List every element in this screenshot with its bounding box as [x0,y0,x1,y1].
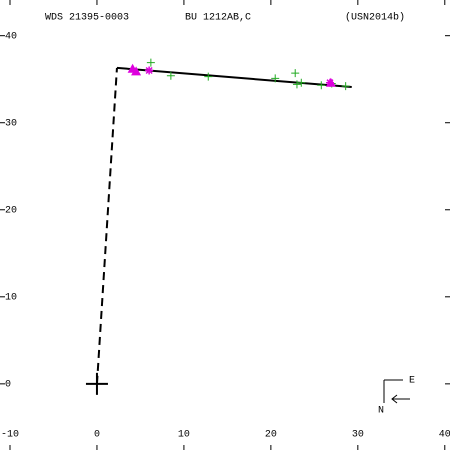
chart-subtitle: BU 1212AB,C [185,13,251,24]
observation [271,74,280,83]
observation [145,66,154,75]
y-tick-label: 30 [5,118,17,129]
compass-north: N [378,406,384,417]
annotation: (USN2014b) [345,12,405,24]
observation [146,58,155,67]
x-tick-label: -10 [1,430,19,441]
x-tick-label: 0 [94,430,100,441]
y-tick-label: 0 [5,379,11,390]
x-tick-label: 10 [178,430,190,441]
observation [317,81,326,90]
observation [291,69,300,78]
observation [131,66,142,76]
compass-arrow [391,394,398,404]
observation [297,78,306,87]
observation [166,71,175,80]
orbit-line [116,66,352,89]
observation [292,80,301,89]
x-tick-label: 40 [439,430,450,441]
x-tick-label: 30 [352,430,364,441]
y-tick-label: 20 [5,205,17,216]
y-tick-label: 40 [5,31,17,42]
observation [326,78,334,87]
orbit-line [95,67,118,384]
observation [204,72,213,81]
x-tick-label: 20 [265,430,277,441]
compass-east: E [409,376,415,387]
chart-title: WDS 21395-0003 [45,13,129,24]
observation [341,82,350,91]
y-tick-label: 10 [5,292,17,303]
